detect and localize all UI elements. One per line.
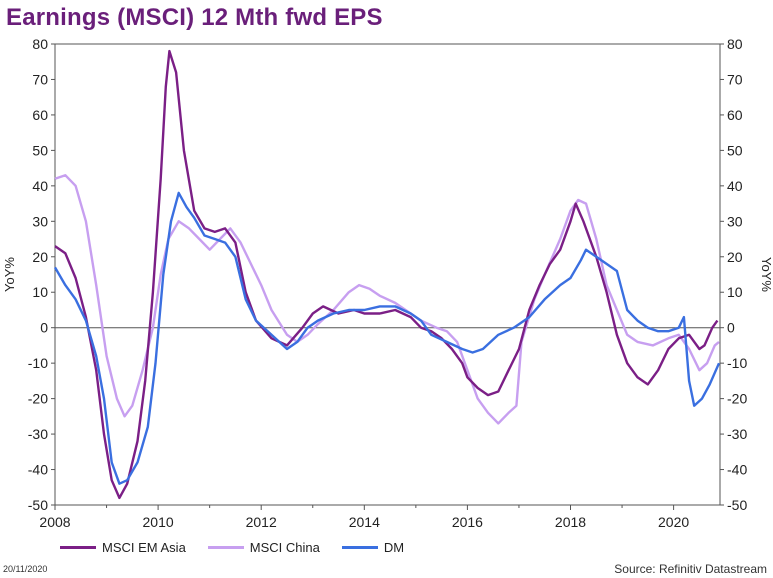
y-tick-label-left: 40 <box>32 178 48 194</box>
footer-date: 20/11/2020 <box>3 564 48 574</box>
y-tick-label-left: 10 <box>32 284 48 300</box>
legend-item-dm: DM <box>341 540 405 555</box>
y-tick-label-right: 0 <box>727 320 735 336</box>
y-tick-label-left: 0 <box>40 320 48 336</box>
y-tick-label-right: -30 <box>727 426 747 442</box>
legend-label-msci-em-asia: MSCI EM Asia <box>102 540 186 555</box>
chart-series <box>53 49 721 500</box>
y-axis-label-right: YoY% <box>759 257 773 292</box>
y-tick-label-right: -40 <box>727 462 747 478</box>
y-tick-label-right: 10 <box>727 284 743 300</box>
legend-item-msci-china: MSCI China <box>207 540 320 555</box>
y-tick-label-right: -50 <box>727 497 747 513</box>
y-tick-label-left: 30 <box>32 213 48 229</box>
x-tick-label: 2012 <box>246 514 277 530</box>
y-tick-label-left: 60 <box>32 107 48 123</box>
legend-swatch-msci-china <box>207 546 244 549</box>
y-tick-label-right: 80 <box>727 36 743 52</box>
plot-frame <box>54 43 721 506</box>
x-tick-label: 2008 <box>39 514 70 530</box>
x-tick-label: 2010 <box>143 514 174 530</box>
y-tick-label-left: 70 <box>32 71 48 87</box>
y-tick-label-right: 50 <box>727 142 743 158</box>
legend-swatch-dm <box>341 546 378 549</box>
y-tick-label-right: -20 <box>727 391 747 407</box>
y-tick-label-right: 40 <box>727 178 743 194</box>
x-tick-label: 2018 <box>555 514 586 530</box>
y-tick-label-left: -10 <box>28 355 48 371</box>
y-tick-label-left: -30 <box>28 426 48 442</box>
y-tick-label-left: 50 <box>32 142 48 158</box>
x-tick-label: 2020 <box>658 514 689 530</box>
y-tick-label-right: 60 <box>727 107 743 123</box>
y-tick-label-left: 80 <box>32 36 48 52</box>
legend-label-msci-china: MSCI China <box>249 540 320 555</box>
series-line-msci-em-asia <box>54 49 719 500</box>
y-tick-label-right: 70 <box>727 71 743 87</box>
x-tick-label: 2016 <box>452 514 483 530</box>
y-tick-label-left: 20 <box>32 249 48 265</box>
y-tick-label-left: -50 <box>28 497 48 513</box>
footer-source: Source: Refinitiv Datastream <box>614 562 767 576</box>
x-tick-label: 2014 <box>349 514 380 530</box>
y-tick-label-right: -10 <box>727 355 747 371</box>
y-tick-label-left: -40 <box>28 462 48 478</box>
y-axis-label-left: YoY% <box>2 257 17 292</box>
legend-item-msci-em-asia: MSCI EM Asia <box>60 540 186 555</box>
y-tick-label-right: 20 <box>727 249 743 265</box>
y-tick-label-right: 30 <box>727 213 743 229</box>
y-tick-label-left: -20 <box>28 391 48 407</box>
legend-swatch-msci-em-asia <box>60 546 96 549</box>
series-line-msci-china <box>54 174 720 425</box>
legend-label-dm: DM <box>383 540 405 555</box>
chart-title: Earnings (MSCI) 12 Mth fwd EPS <box>6 4 383 31</box>
series-line-dm <box>53 191 721 485</box>
chart-legend: MSCI EM Asia MSCI China DM <box>60 540 426 555</box>
